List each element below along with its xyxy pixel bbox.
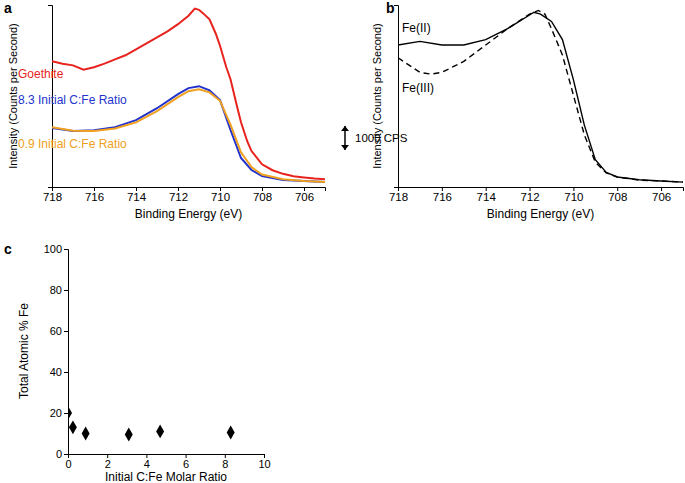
tick-mark (64, 372, 68, 373)
tick-label: 0 (56, 448, 62, 460)
tick: 8 (222, 454, 228, 470)
x-axis-title: Initial C:Fe Molar Ratio (105, 470, 227, 483)
tick: 710 (564, 187, 583, 203)
series-line (398, 10, 683, 182)
panel: 718 716 714 712 710 708 706 Binding Energy (eV)… (4, 0, 408, 221)
axis-line (394, 6, 399, 188)
tick-label: 6 (183, 458, 189, 470)
point (82, 427, 90, 441)
tick-label: 710 (564, 191, 583, 203)
tick: 708 (253, 187, 272, 203)
tick: 706 (652, 187, 671, 203)
tick-label: 20 (50, 407, 62, 419)
scale-bar-arrow (341, 126, 349, 131)
tick-label: 718 (389, 191, 408, 203)
panel-label: a (4, 0, 12, 16)
tick: 60 (50, 325, 68, 337)
tick-label: 716 (85, 191, 104, 203)
tick: 718 (389, 187, 408, 203)
tick-label: 710 (211, 191, 230, 203)
scale-bar (341, 126, 349, 150)
plot-area (68, 406, 235, 441)
tick-label: 60 (50, 325, 62, 337)
tick: 4 (144, 454, 150, 470)
panel: 0246810020406080100Initial C:Fe Molar Ra… (4, 241, 271, 483)
tick-label: 712 (169, 191, 188, 203)
tick: 714 (477, 187, 497, 203)
tick-label: 708 (253, 191, 272, 203)
tick-label: 716 (433, 191, 452, 203)
tick-label: 2 (105, 458, 111, 470)
tick-label: 10 (258, 458, 270, 470)
tick: 80 (50, 284, 68, 296)
tick-label: 0 (65, 458, 71, 470)
x-axis: 0 2 4 6 8 10 (65, 454, 270, 470)
x-axis-title: Binding Energy (eV) (487, 207, 594, 221)
tick: 10 (258, 454, 270, 470)
tick: 40 (50, 366, 68, 378)
tick: 712 (520, 187, 539, 203)
series-line (398, 12, 683, 182)
x-axis-title: Binding Energy (eV) (135, 207, 242, 221)
tick-mark (64, 290, 68, 291)
tick-label: 100 (44, 243, 62, 255)
tick: 0 (65, 454, 71, 470)
tick: 712 (169, 187, 188, 203)
tick: 710 (211, 187, 230, 203)
x-axis: 718 716 714 712 710 708 706 (389, 187, 684, 203)
tick: 708 (608, 187, 627, 203)
tick: 2 (105, 454, 111, 470)
point (68, 406, 72, 420)
tick: 716 (433, 187, 452, 203)
point (227, 426, 235, 440)
point (156, 425, 164, 439)
panel-label: c (4, 241, 12, 257)
tick-label: 718 (43, 191, 62, 203)
y-axis: 0 20 40 60 80 100 (44, 243, 69, 460)
tick: 716 (85, 187, 104, 203)
tick-label: 8 (222, 458, 228, 470)
x-axis: 718 716 714 712 710 708 706 (43, 187, 326, 203)
tick-label: 714 (127, 191, 147, 203)
tick-mark (64, 454, 68, 455)
tick-label: 40 (50, 366, 62, 378)
tick-mark (64, 249, 68, 250)
tick: 100 (44, 243, 68, 255)
series-label: 0.9 Initial C:Fe Ratio (18, 137, 127, 151)
axis-line (69, 455, 265, 459)
tick: 6 (183, 454, 189, 470)
plot-area (398, 10, 683, 182)
y-axis (394, 6, 399, 188)
series-label: Fe(III) (402, 81, 434, 95)
tick: 714 (127, 187, 147, 203)
tick-label: 708 (608, 191, 627, 203)
tick: 706 (295, 187, 314, 203)
tick-label: 714 (477, 191, 497, 203)
y-axis-title: Total Atomic % Fe (17, 303, 31, 399)
tick-label: 706 (295, 191, 314, 203)
panel: 718 716 714 712 710 708 706 Binding Energy (eV)… (371, 0, 684, 221)
tick: 20 (50, 407, 68, 419)
point (69, 420, 77, 434)
tick: 718 (43, 187, 62, 203)
series-label: Goethite (18, 67, 64, 81)
tick-label: 80 (50, 284, 62, 296)
tick-label: 712 (520, 191, 539, 203)
series-label: Fe(II) (402, 21, 431, 35)
tick-label: 4 (144, 458, 150, 470)
panel-label: b (386, 0, 395, 16)
tick-mark (64, 331, 68, 332)
y-axis-title: Intensity (Counts per Second) (371, 23, 383, 169)
axis-line (64, 250, 69, 455)
tick: 0 (56, 448, 68, 460)
tick-label: 706 (652, 191, 671, 203)
series-label: 8.3 Initial C:Fe Ratio (18, 93, 127, 107)
scale-bar-arrow (341, 145, 349, 150)
figure: 718 716 714 712 710 708 706 Binding Energy (eV)… (0, 0, 685, 483)
point (125, 428, 133, 442)
tick-mark (64, 413, 68, 414)
